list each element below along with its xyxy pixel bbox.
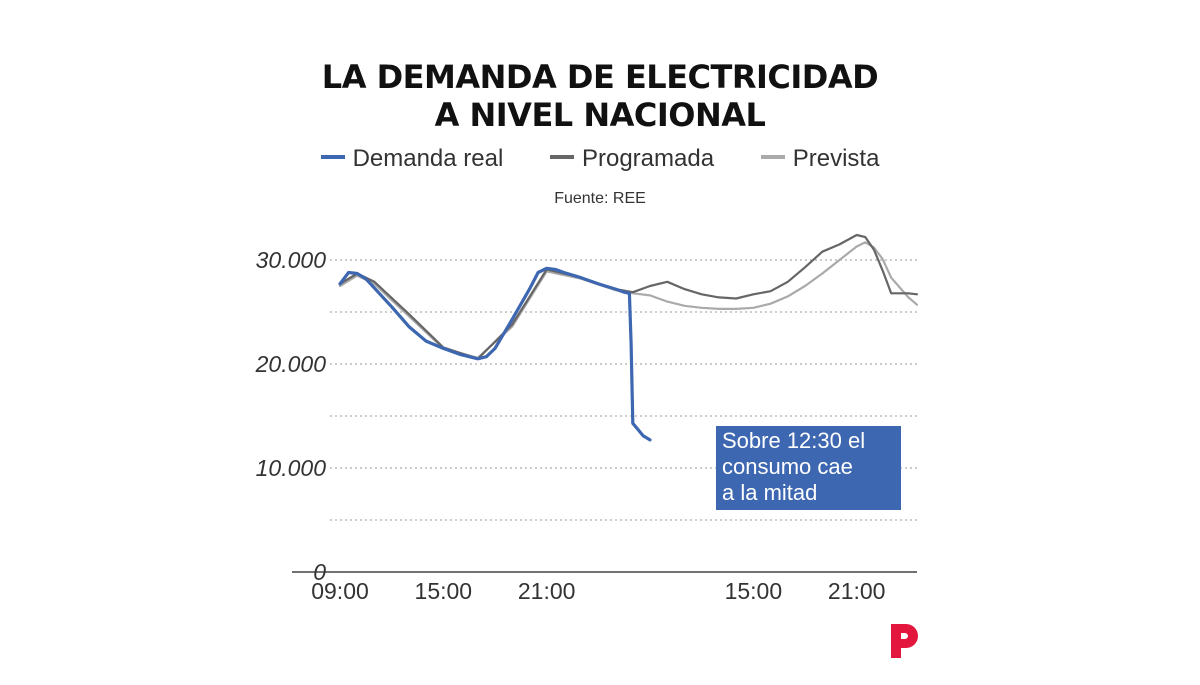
x-tick-label-2: 21:00 (518, 578, 576, 604)
x-tick-labels: 09:00 15:00 21:00 15:00 21:00 (311, 578, 885, 604)
legend-label-demanda-real: Demanda real (352, 144, 504, 172)
y-tick-label-2: 20.000 (255, 351, 327, 377)
legend-swatch-prevista (760, 155, 785, 160)
legend-label-programada: Programada (581, 144, 715, 172)
legend-swatch-programada (549, 155, 574, 160)
series-lines (338, 233, 919, 442)
annotation-line-1: Sobre 12:30 el (722, 428, 866, 453)
legend-swatch-demanda-real (320, 155, 345, 160)
y-tick-labels: 0 10.000 20.000 30.000 (255, 247, 327, 585)
source-note: Fuente: REE (554, 190, 646, 207)
x-tick-label-0: 09:00 (311, 578, 369, 604)
annotation-box: Sobre 12:30 el consumo cae a la mitad (716, 426, 901, 510)
x-tick-label-1: 15:00 (415, 578, 473, 604)
chart-title: LA DEMANDA DE ELECTRICIDAD A NIVEL NACIO… (0, 58, 1200, 134)
chart-title-line-1: LA DEMANDA DE ELECTRICIDAD (321, 58, 879, 96)
y-tick-label-1: 10.000 (256, 455, 327, 481)
legend-label-prevista: Prevista (792, 144, 880, 172)
legend-item-programada: Programada (549, 144, 715, 173)
annotation-line-2: consumo cae (722, 454, 853, 479)
legend-item-demanda-real: Demanda real (320, 144, 504, 173)
y-tick-label-3: 30.000 (256, 247, 327, 273)
x-tick-label-5: 21:00 (828, 578, 886, 604)
legend-item-prevista: Prevista (760, 144, 880, 173)
x-tick-label-4: 15:00 (725, 578, 783, 604)
legend: Demanda real Programada Prevista (0, 144, 1200, 173)
annotation-line-3: a la mitad (722, 480, 818, 505)
chart-title-line-2: A NIVEL NACIONAL (434, 96, 766, 134)
series-line-demanda-real (338, 266, 652, 442)
y-tick-label-0: 0 (313, 559, 326, 585)
p-logo-icon (891, 624, 918, 658)
